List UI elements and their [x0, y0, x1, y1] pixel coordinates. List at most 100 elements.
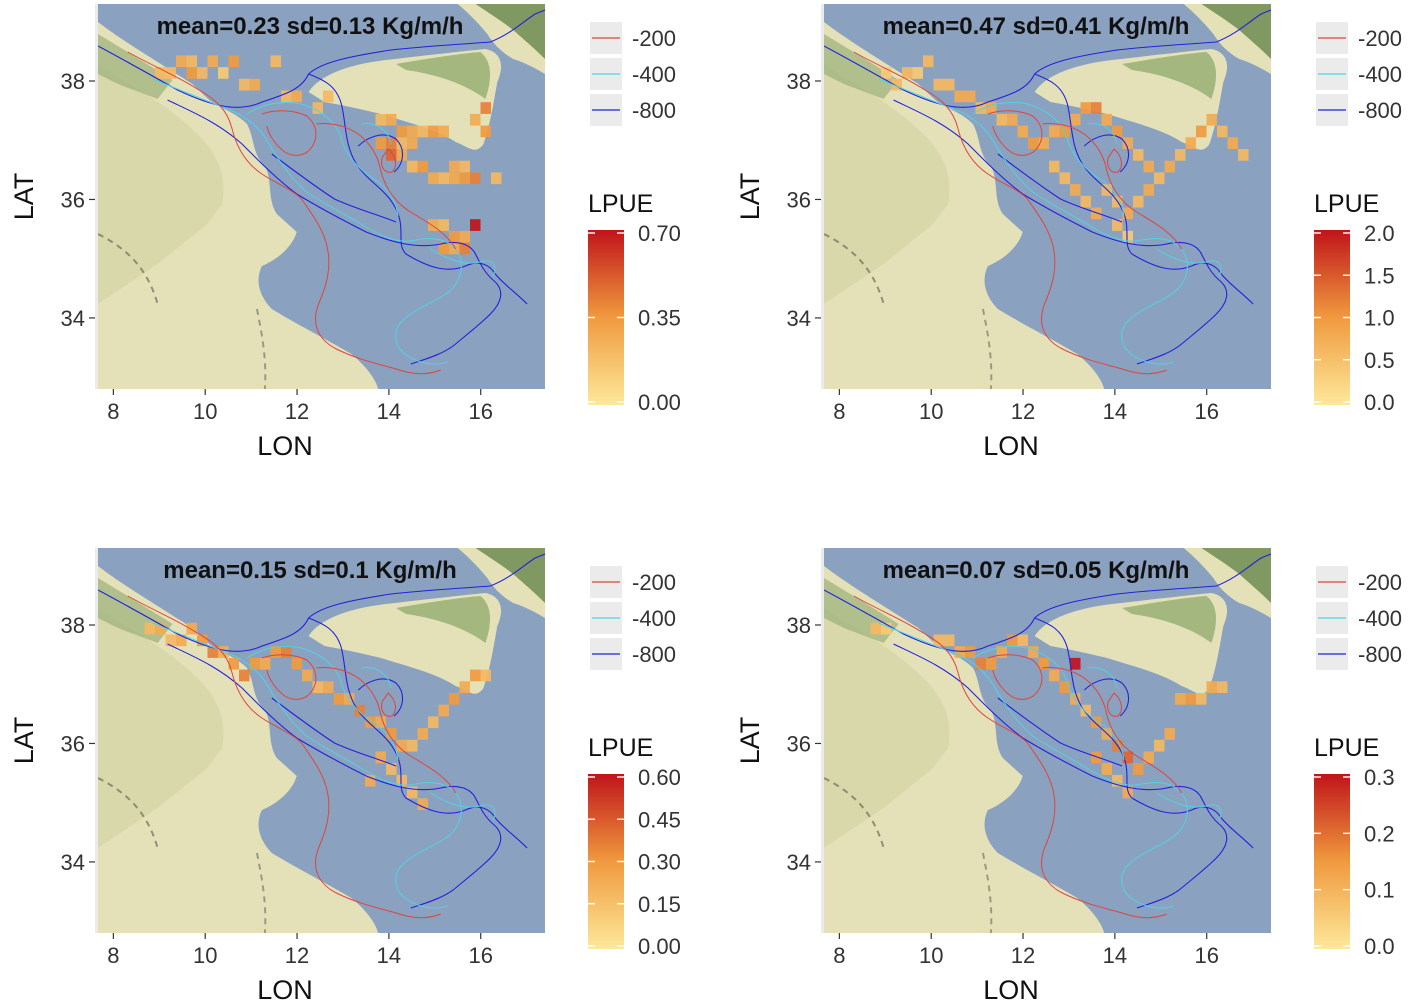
colorbar-tick-label: 2.0: [1364, 221, 1395, 246]
lpue-cell: [1070, 184, 1081, 196]
contour-legend-label: -800: [632, 98, 676, 123]
lpue-cell: [417, 728, 428, 740]
lpue-cell: [1133, 763, 1144, 775]
x-tick-label: 14: [377, 399, 401, 424]
colorbar-tick-label: 0.0: [1364, 934, 1395, 959]
lpue-cell: [891, 78, 902, 91]
lpue-cell: [975, 102, 986, 114]
lpue-cell: [438, 242, 449, 255]
y-axis-title: LAT: [735, 173, 765, 221]
y-tick-label: 36: [787, 187, 811, 212]
contour-legend-label: -200: [1358, 26, 1402, 51]
lpue-cell: [1154, 172, 1165, 185]
colorbar-tick-label: 0.0: [1364, 390, 1395, 415]
lpue-cell: [1101, 113, 1112, 126]
lpue-cell: [1122, 751, 1133, 764]
lpue-cell: [1017, 125, 1028, 138]
lpue-cell: [912, 67, 923, 79]
lpue-cell: [1185, 693, 1196, 705]
lpue-cell: [323, 681, 334, 693]
lpue-cell: [1175, 149, 1186, 161]
lpue-cell: [965, 90, 976, 103]
x-tick-label: 8: [833, 399, 845, 424]
lpue-cell: [902, 67, 913, 79]
lpue-cell: [1122, 786, 1133, 799]
lpue-cell: [996, 113, 1007, 126]
lpue-cell: [1080, 102, 1091, 114]
lpue-cell: [1091, 716, 1102, 729]
lpue-cell: [1133, 149, 1144, 161]
y-tick-label: 34: [787, 306, 811, 331]
lpue-cell: [986, 657, 997, 670]
lpue-cell: [1070, 113, 1081, 126]
y-tick-label: 38: [61, 613, 85, 638]
lpue-cell: [396, 137, 407, 149]
basemap-image: [824, 4, 1271, 389]
lpue-cell: [1122, 137, 1133, 149]
panel-title: mean=0.47 sd=0.41 Kg/m/h: [883, 13, 1190, 40]
colorbar-title: LPUE: [588, 190, 653, 218]
lpue-cell: [1101, 763, 1112, 775]
lpue-cell: [228, 55, 239, 68]
lpue-cell: [1091, 102, 1102, 114]
y-tick-label: 38: [61, 69, 85, 94]
lpue-cell: [281, 90, 292, 103]
lpue-cell: [996, 646, 1007, 658]
colorbar-tick-label: 0.2: [1364, 821, 1395, 846]
y-axis-title: LAT: [9, 173, 39, 221]
lpue-cell: [270, 646, 281, 658]
lpue-cell: [344, 693, 355, 705]
lpue-cell: [207, 646, 218, 658]
lpue-cell: [459, 230, 470, 243]
x-tick-label: 14: [1103, 399, 1127, 424]
lpue-cell: [1080, 704, 1091, 717]
lpue-cell: [239, 669, 250, 682]
lpue-cell: [1028, 646, 1039, 658]
y-tick-label: 34: [61, 306, 85, 331]
lpue-cell: [165, 634, 176, 647]
lpue-cell: [386, 113, 397, 126]
lpue-cell: [197, 67, 208, 79]
lpue-cell: [933, 634, 944, 647]
map-panel-1: mean=0.23 sd=0.13 Kg/m/h 8 10 12 14 16 34 36 38 L…: [9, 4, 681, 461]
lpue-cell: [1112, 774, 1123, 787]
panel-title: mean=0.15 sd=0.1 Kg/m/h: [163, 557, 456, 584]
lpue-cell: [207, 55, 218, 68]
lpue-cell: [459, 242, 470, 255]
lpue-cell: [1185, 137, 1196, 149]
x-tick-label: 16: [468, 943, 492, 968]
lpue-cell: [1049, 160, 1060, 173]
lpue-cell: [1112, 125, 1123, 138]
lpue-cell: [975, 657, 986, 670]
lpue-cell: [281, 646, 292, 658]
lpue-cell: [428, 716, 439, 729]
panel-title: mean=0.07 sd=0.05 Kg/m/h: [883, 557, 1190, 584]
x-tick-label: 10: [919, 399, 943, 424]
lpue-cell: [1164, 160, 1175, 173]
contour-legend-label: -400: [1358, 606, 1402, 631]
x-tick-label: 16: [1194, 943, 1218, 968]
lpue-cell: [218, 67, 229, 79]
lpue-cell: [1091, 207, 1102, 220]
lpue-cell: [428, 219, 439, 231]
contour-legend-label: -800: [1358, 98, 1402, 123]
lpue-cell: [449, 230, 460, 243]
lpue-cell: [354, 704, 365, 717]
lpue-cell: [249, 78, 260, 91]
lpue-cell: [1143, 184, 1154, 196]
lpue-cell: [155, 67, 166, 79]
colorbar-tick-label: 0.5: [1364, 348, 1395, 373]
colorbar-title: LPUE: [1314, 734, 1379, 762]
lpue-cell: [417, 160, 428, 173]
contour-legend-label: -800: [632, 642, 676, 667]
lpue-cell: [1070, 693, 1081, 705]
lpue-cell: [986, 102, 997, 114]
colorbar-tick-label: 0.35: [638, 306, 681, 331]
lpue-cell: [449, 172, 460, 185]
lpue-cell: [249, 657, 260, 670]
colorbar-tick-label: 0.45: [638, 807, 681, 832]
lpue-cell: [417, 125, 428, 138]
lpue-cell: [176, 634, 187, 647]
lpue-cell: [1143, 160, 1154, 173]
